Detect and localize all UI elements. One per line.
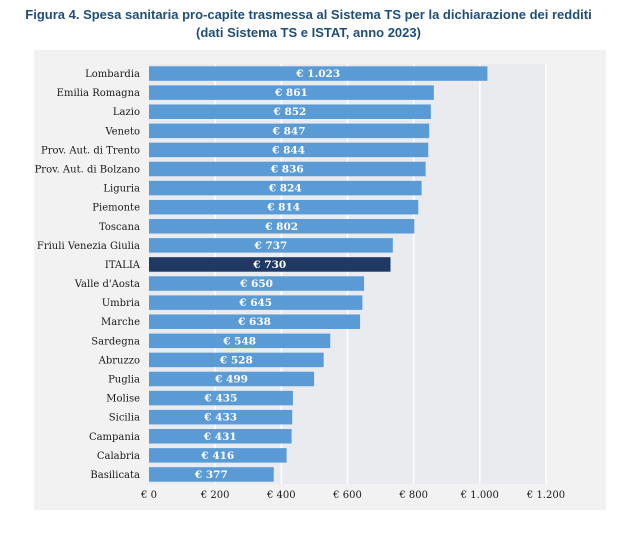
category-label: Friuli Venezia Giulia [37, 241, 140, 252]
x-tick-label: € 1.200 [526, 490, 565, 501]
category-label: Lazio [113, 107, 140, 118]
bar [149, 314, 361, 329]
category-label: ITALIA [105, 260, 141, 271]
category-label: Calabria [97, 451, 140, 462]
x-tick-label: € 0 [140, 490, 157, 501]
bar [149, 85, 434, 100]
x-tick-label: € 1.000 [460, 490, 499, 501]
category-label: Marche [101, 317, 140, 328]
bar [149, 238, 393, 253]
bar [149, 161, 426, 177]
bar-value-label: € 645 [238, 297, 272, 309]
bar-value-label: € 433 [203, 412, 237, 424]
chart-title: Figura 4. Spesa sanitaria pro-capite tra… [0, 6, 617, 42]
bar [149, 219, 415, 234]
bar [149, 333, 331, 349]
category-label: Prov. Aut. di Bolzano [35, 165, 140, 176]
x-tick-label: € 200 [200, 490, 230, 501]
bar [149, 429, 292, 444]
bar [149, 467, 274, 482]
bar-value-label: € 852 [272, 106, 306, 118]
category-label: Toscana [99, 222, 140, 233]
bar-value-label: € 650 [239, 278, 273, 290]
chart-title-line2: (dati Sistema TS e ISTAT, anno 2023) [196, 25, 421, 40]
bar [149, 371, 315, 387]
category-label: Campania [89, 432, 140, 443]
bar-value-label: € 499 [214, 374, 248, 386]
category-label: Emilia Romagna [57, 88, 140, 99]
bar-value-label: € 548 [222, 335, 256, 347]
bar-value-label: € 737 [253, 240, 287, 252]
category-label: Molise [106, 394, 140, 405]
category-label: Veneto [104, 126, 140, 137]
bar-value-label: € 847 [272, 125, 306, 137]
bar-value-label: € 1.023 [295, 68, 340, 80]
bar-value-label: € 377 [194, 469, 228, 481]
bar-value-label: € 416 [200, 450, 234, 462]
bar-value-label: € 861 [274, 87, 308, 99]
bar-value-label: € 435 [204, 393, 238, 405]
bar-value-label: € 528 [219, 354, 253, 366]
x-tick-label: € 800 [398, 490, 428, 501]
category-label: Sicilia [109, 413, 140, 424]
bar [149, 276, 365, 291]
bar-value-label: € 802 [264, 221, 298, 233]
bar [149, 295, 363, 310]
bar [149, 448, 287, 463]
category-label: Umbria [102, 298, 140, 309]
bar-value-label: € 638 [237, 316, 271, 328]
bar [149, 409, 293, 425]
bar [149, 199, 419, 215]
bar [149, 352, 324, 368]
bar-value-label: € 814 [266, 202, 300, 214]
bar-value-label: € 730 [252, 259, 286, 271]
category-label: Liguria [103, 184, 140, 195]
bar [149, 390, 293, 406]
x-tick-label: € 400 [266, 490, 296, 501]
x-tick-label: € 600 [332, 490, 362, 501]
bar [149, 123, 430, 139]
bar [149, 66, 488, 81]
category-label: Sardegna [91, 336, 140, 347]
bar-value-label: € 431 [203, 431, 237, 443]
category-label: Lombardia [85, 69, 140, 80]
chart-title-line1: Figura 4. Spesa sanitaria pro-capite tra… [25, 7, 592, 22]
bar [149, 257, 391, 272]
bar [149, 104, 431, 119]
bar-value-label: € 836 [270, 164, 304, 176]
category-label: Valle d'Aosta [74, 279, 140, 290]
category-label: Prov. Aut. di Trento [41, 145, 140, 156]
bar-value-label: € 844 [271, 144, 305, 156]
category-label: Piemonte [92, 203, 140, 214]
bar [149, 180, 422, 196]
bar [149, 142, 429, 158]
bar-value-label: € 824 [268, 183, 302, 195]
category-label: Puglia [108, 375, 140, 386]
category-label: Basilicata [90, 470, 140, 481]
category-label: Abruzzo [98, 355, 140, 366]
